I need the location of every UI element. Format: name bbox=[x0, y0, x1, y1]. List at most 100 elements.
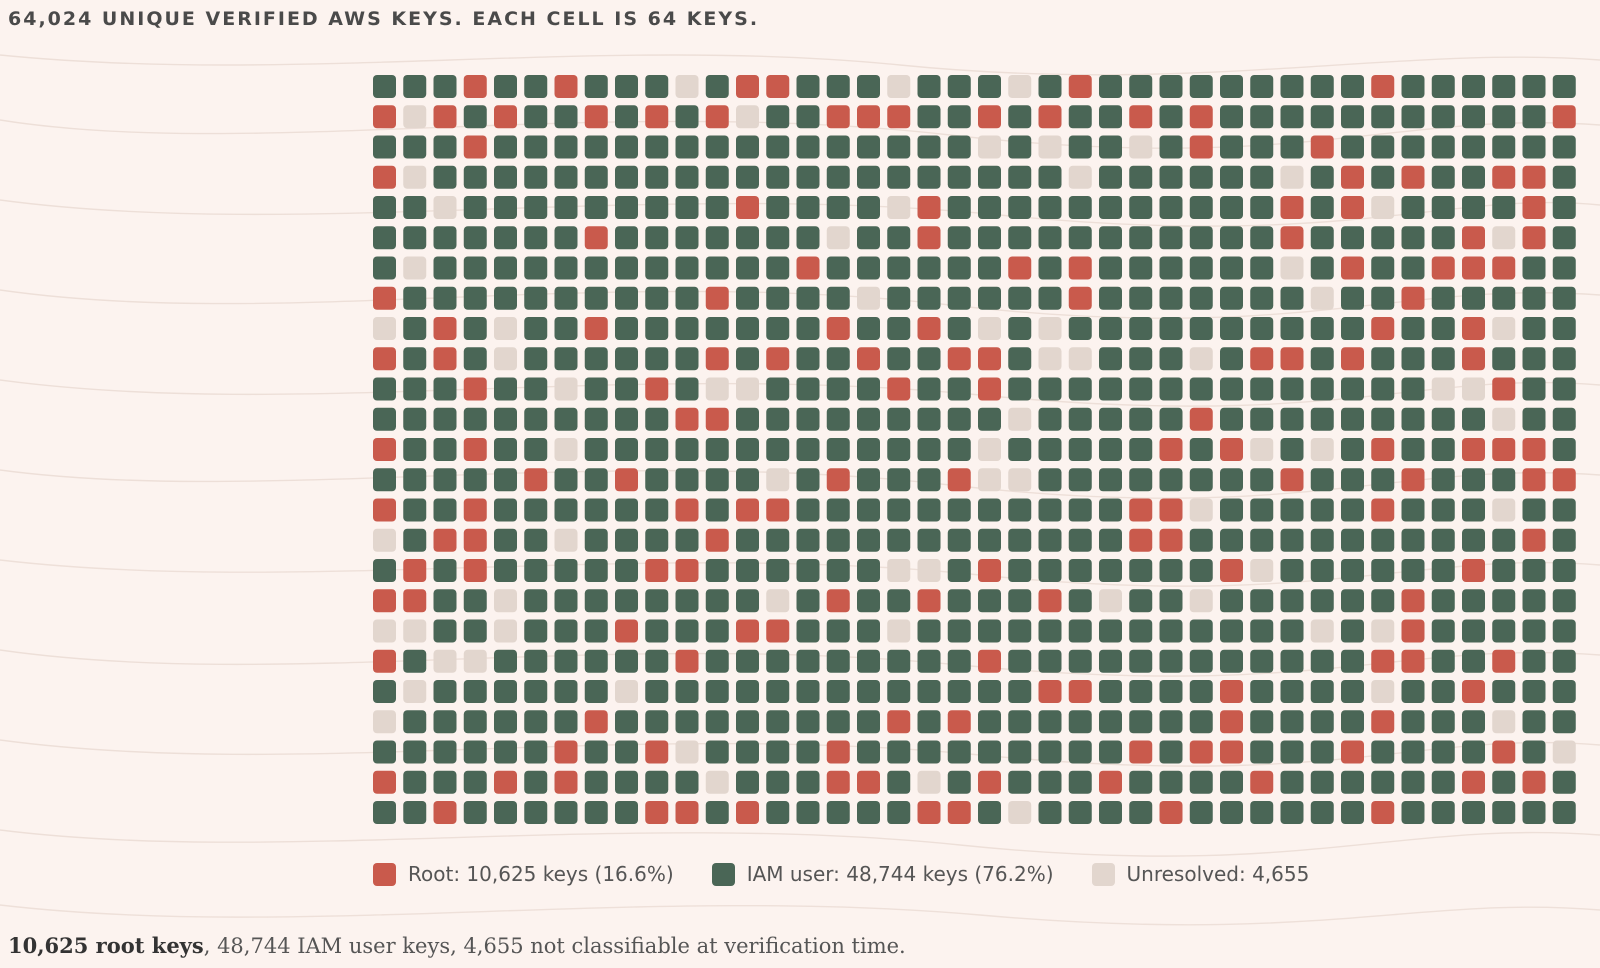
waffle-cell-iam bbox=[1250, 710, 1274, 734]
waffle-cell-iam bbox=[857, 468, 880, 492]
waffle-cell-iam bbox=[887, 740, 911, 764]
waffle-cell-iam bbox=[1008, 226, 1032, 250]
waffle-cell-iam bbox=[524, 75, 548, 98]
waffle-cell-iam bbox=[1462, 528, 1485, 552]
waffle-cell-unresolved bbox=[1310, 619, 1334, 643]
waffle-cell-iam bbox=[857, 559, 880, 582]
waffle-cell-iam bbox=[766, 256, 790, 280]
waffle-cell-root bbox=[917, 196, 941, 219]
waffle-cell-iam bbox=[1008, 680, 1032, 703]
waffle-cell-iam bbox=[947, 105, 971, 129]
waffle-cell-iam bbox=[615, 256, 638, 280]
waffle-cell-iam bbox=[1401, 801, 1425, 824]
waffle-cell-iam bbox=[1159, 407, 1183, 431]
waffle-cell-iam bbox=[524, 589, 548, 613]
waffle-cell-unresolved bbox=[857, 286, 880, 310]
waffle-cell-iam bbox=[766, 770, 790, 794]
waffle-cell-iam bbox=[433, 165, 457, 189]
waffle-cell-iam bbox=[1552, 286, 1576, 310]
waffle-cell-iam bbox=[1129, 165, 1153, 189]
waffle-cell-iam bbox=[1008, 649, 1032, 673]
waffle-cell-iam bbox=[826, 528, 850, 552]
waffle-cell-root bbox=[675, 801, 699, 824]
waffle-cell-iam bbox=[524, 256, 548, 280]
waffle-cell-root bbox=[1401, 649, 1425, 673]
waffle-cell-root bbox=[645, 105, 669, 129]
waffle-cell-iam bbox=[1099, 135, 1122, 159]
waffle-cell-unresolved bbox=[1068, 165, 1092, 189]
waffle-cell-iam bbox=[1250, 589, 1274, 613]
waffle-cell-iam bbox=[463, 740, 487, 764]
waffle-cell-iam bbox=[373, 75, 396, 98]
waffle-cell-iam bbox=[494, 75, 517, 98]
waffle-cell-iam bbox=[433, 286, 457, 310]
waffle-cell-root bbox=[857, 347, 880, 371]
waffle-cell-iam bbox=[917, 347, 941, 371]
waffle-cell-iam bbox=[1038, 438, 1062, 461]
waffle-cell-iam bbox=[947, 528, 971, 552]
waffle-cell-iam bbox=[766, 680, 790, 703]
waffle-cell-iam bbox=[1431, 619, 1455, 643]
waffle-cell-iam bbox=[675, 317, 699, 340]
waffle-cell-iam bbox=[1129, 407, 1153, 431]
waffle-cell-iam bbox=[1552, 649, 1576, 673]
waffle-cell-iam bbox=[554, 649, 578, 673]
waffle-cell-iam bbox=[1522, 256, 1546, 280]
waffle-cell-iam bbox=[524, 498, 548, 522]
waffle-cell-iam bbox=[1159, 317, 1183, 340]
waffle-cell-iam bbox=[554, 407, 578, 431]
waffle-cell-iam bbox=[403, 407, 427, 431]
waffle-cell-iam bbox=[766, 710, 790, 734]
waffle-cell-root bbox=[917, 801, 941, 824]
waffle-cell-iam bbox=[494, 407, 517, 431]
waffle-cell-iam bbox=[736, 226, 759, 250]
waffle-cell-iam bbox=[615, 226, 638, 250]
waffle-cell-iam bbox=[524, 438, 548, 461]
waffle-cell-iam bbox=[1401, 135, 1425, 159]
waffle-cell-root bbox=[463, 498, 487, 522]
waffle-cell-iam bbox=[615, 286, 638, 310]
waffle-cell-root bbox=[1068, 75, 1092, 98]
waffle-cell-iam bbox=[1280, 619, 1304, 643]
waffle-cell-iam bbox=[1431, 347, 1455, 371]
waffle-cell-iam bbox=[1250, 468, 1274, 492]
waffle-cell-root bbox=[463, 559, 487, 582]
waffle-cell-iam bbox=[1250, 619, 1274, 643]
waffle-cell-iam bbox=[766, 286, 790, 310]
waffle-cell-root bbox=[887, 105, 911, 129]
waffle-cell-iam bbox=[675, 377, 699, 401]
waffle-cell-iam bbox=[1431, 438, 1455, 461]
waffle-cell-iam bbox=[1462, 649, 1485, 673]
waffle-cell-iam bbox=[675, 226, 699, 250]
waffle-cell-iam bbox=[675, 589, 699, 613]
waffle-cell-iam bbox=[1189, 619, 1213, 643]
waffle-cell-iam bbox=[1492, 680, 1516, 703]
waffle-cell-iam bbox=[524, 528, 548, 552]
waffle-cell-iam bbox=[766, 135, 790, 159]
waffle-cell-iam bbox=[826, 649, 850, 673]
waffle-cell-iam bbox=[1492, 196, 1516, 219]
waffle-cell-iam bbox=[1522, 589, 1546, 613]
waffle-cell-iam bbox=[826, 135, 850, 159]
waffle-cell-root bbox=[1068, 256, 1092, 280]
waffle-cell-iam bbox=[1522, 559, 1546, 582]
waffle-cell-iam bbox=[403, 196, 427, 219]
waffle-cell-root bbox=[1129, 498, 1153, 522]
waffle-cell-iam bbox=[917, 740, 941, 764]
waffle-cell-iam bbox=[1068, 710, 1092, 734]
waffle-cell-iam bbox=[1492, 559, 1516, 582]
waffle-cell-iam bbox=[887, 135, 911, 159]
waffle-cell-iam bbox=[1341, 710, 1364, 734]
waffle-cell-iam bbox=[1371, 377, 1395, 401]
waffle-cell-iam bbox=[675, 619, 699, 643]
waffle-cell-iam bbox=[1099, 710, 1122, 734]
waffle-cell-root bbox=[978, 347, 1001, 371]
waffle-cell-iam bbox=[947, 589, 971, 613]
waffle-cell-iam bbox=[554, 256, 578, 280]
waffle-cell-iam bbox=[857, 649, 880, 673]
waffle-cell-iam bbox=[1038, 649, 1062, 673]
waffle-cell-iam bbox=[494, 438, 517, 461]
waffle-cell-iam bbox=[947, 286, 971, 310]
waffle-cell-iam bbox=[1310, 256, 1334, 280]
waffle-cell-iam bbox=[857, 165, 880, 189]
